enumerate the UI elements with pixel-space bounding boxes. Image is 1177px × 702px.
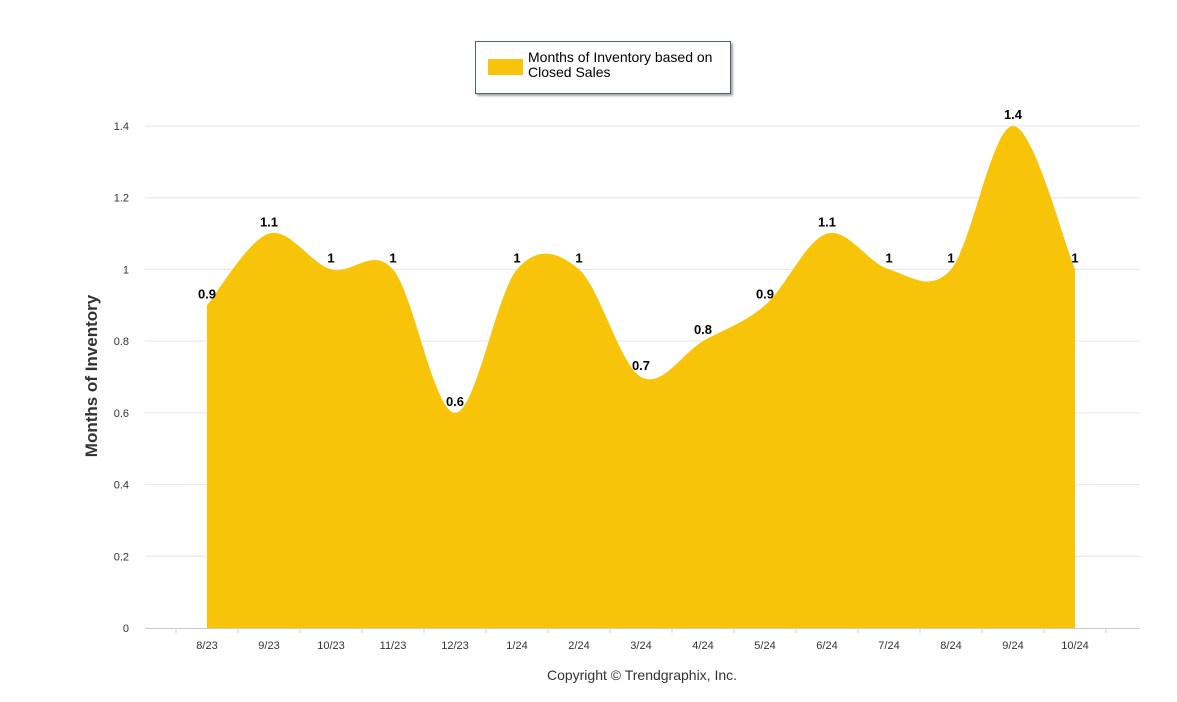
x-tick-label: 8/23 [196, 640, 217, 652]
x-tick-label: 2/24 [568, 640, 589, 652]
data-label: 1 [327, 250, 334, 265]
y-tick-label: 0.8 [114, 336, 129, 348]
x-tick-label: 8/24 [940, 640, 961, 652]
data-label: 1.4 [1004, 107, 1023, 122]
axes [145, 628, 1140, 633]
data-label: 0.7 [632, 358, 650, 373]
y-tick-label: 0.6 [114, 408, 129, 420]
legend: Months of Inventory based on Closed Sale… [475, 41, 731, 94]
y-tick-label: 0 [123, 623, 129, 635]
y-tick-label: 1.2 [114, 193, 129, 205]
data-labels: 0.9 1.1 1 1 0.6 1 1 0.7 0.8 0.9 1.1 1 1 1.4 1 [198, 107, 1079, 409]
x-tick-label: 11/23 [380, 640, 407, 652]
x-tick-label: 3/24 [630, 640, 651, 652]
data-label: 0.9 [756, 286, 774, 301]
x-tick-label: 6/24 [816, 640, 837, 652]
x-tick-label: 10/23 [317, 640, 345, 652]
data-label: 1 [389, 250, 396, 265]
x-tick-label: 10/24 [1061, 640, 1089, 652]
data-label: 0.8 [694, 322, 712, 337]
y-axis-ticks: 0 0.2 0.4 0.6 0.8 1 1.2 1.4 [114, 121, 129, 635]
data-label: 1 [885, 250, 892, 265]
legend-label: Months of Inventory based on Closed Sale… [528, 49, 713, 80]
data-label: 0.9 [198, 286, 216, 301]
y-tick-label: 0.4 [114, 480, 129, 492]
data-label: 1.1 [260, 215, 278, 230]
area-fill [207, 126, 1075, 628]
x-tick-label: 9/24 [1002, 640, 1023, 652]
legend-swatch [488, 59, 523, 75]
x-tick-label: 12/23 [441, 640, 469, 652]
y-tick-label: 1 [123, 264, 129, 276]
data-label: 1 [947, 250, 954, 265]
x-tick-label: 4/24 [692, 640, 713, 652]
y-axis-title: Months of Inventory [82, 294, 101, 457]
x-tick-label: 1/24 [506, 640, 527, 652]
x-tick-label: 9/23 [258, 640, 279, 652]
data-label: 0.6 [446, 394, 464, 409]
x-tick-label: 5/24 [754, 640, 775, 652]
x-tick-label: 7/24 [878, 640, 899, 652]
copyright-text: Copyright © Trendgraphix, Inc. [546, 667, 738, 683]
data-label: 1 [513, 250, 520, 265]
data-label: 1 [575, 250, 582, 265]
y-tick-label: 1.4 [114, 121, 129, 133]
data-label: 1.1 [818, 215, 836, 230]
data-label: 1 [1071, 250, 1078, 265]
y-tick-label: 0.2 [114, 551, 129, 563]
area-series [207, 126, 1075, 628]
x-axis-ticks: 8/23 9/23 10/23 11/23 12/23 1/24 2/24 3/24 4/24 5… [196, 640, 1088, 652]
